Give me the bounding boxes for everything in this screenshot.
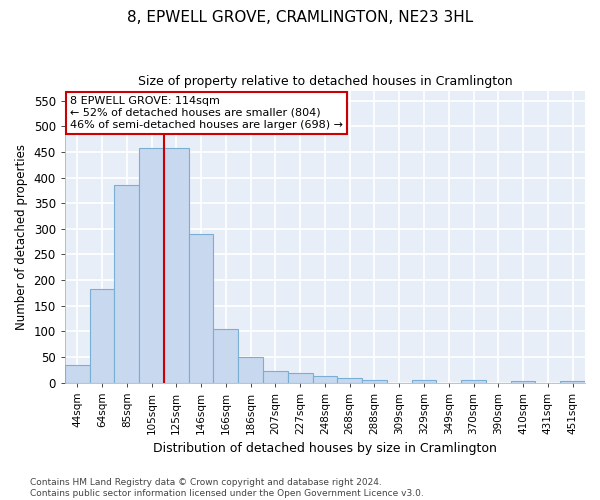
Bar [65,364,89,382]
Bar [164,148,188,382]
Bar [263,371,288,382]
Bar [511,381,535,382]
Bar [288,373,313,382]
Bar [313,376,337,382]
Bar [337,378,362,382]
Bar [461,380,486,382]
Bar [214,329,238,382]
Y-axis label: Number of detached properties: Number of detached properties [15,144,28,330]
Bar [139,148,164,382]
Text: Contains HM Land Registry data © Crown copyright and database right 2024.
Contai: Contains HM Land Registry data © Crown c… [30,478,424,498]
Title: Size of property relative to detached houses in Cramlington: Size of property relative to detached ho… [137,75,512,88]
Bar [412,380,436,382]
Text: 8 EPWELL GROVE: 114sqm
← 52% of detached houses are smaller (804)
46% of semi-de: 8 EPWELL GROVE: 114sqm ← 52% of detached… [70,96,343,130]
X-axis label: Distribution of detached houses by size in Cramlington: Distribution of detached houses by size … [153,442,497,455]
Bar [115,186,139,382]
Bar [560,381,585,382]
Bar [188,234,214,382]
Bar [362,380,387,382]
Text: 8, EPWELL GROVE, CRAMLINGTON, NE23 3HL: 8, EPWELL GROVE, CRAMLINGTON, NE23 3HL [127,10,473,25]
Bar [238,358,263,382]
Bar [89,289,115,382]
